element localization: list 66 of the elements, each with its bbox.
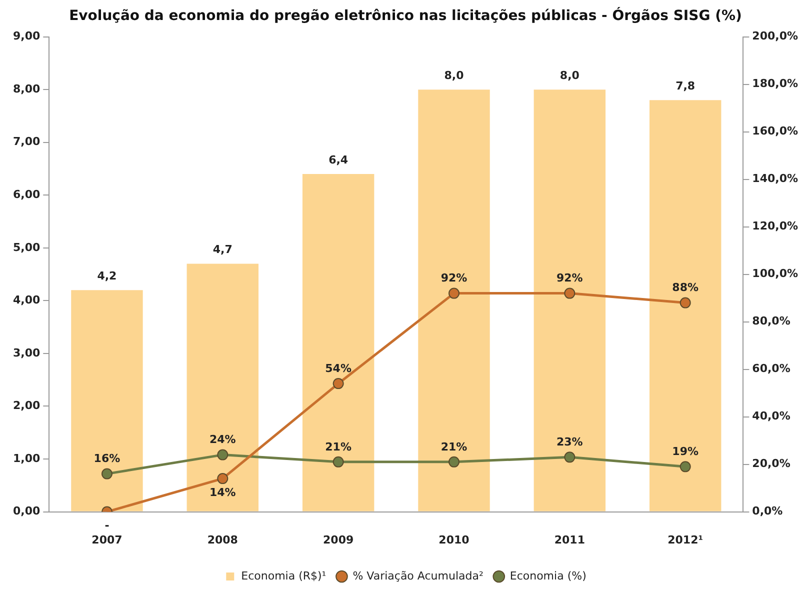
- y-tick-label: 0,00: [13, 504, 40, 518]
- legend-label: % Variação Acumulada²: [352, 569, 484, 582]
- bar: [71, 290, 143, 512]
- data-label: 92%: [556, 272, 583, 285]
- point: [332, 456, 344, 468]
- y2-tick-label: 100,0%: [752, 267, 798, 280]
- point: [564, 288, 576, 299]
- data-label: 4,2: [97, 269, 117, 282]
- y2-tick-label: 200,0%: [752, 30, 798, 43]
- point: [217, 449, 228, 460]
- point: [332, 378, 344, 390]
- x-tick-label: 2009: [323, 533, 354, 546]
- bar: [186, 264, 259, 512]
- y-tick-label: 7,00: [13, 135, 40, 148]
- data-label: 7,8: [676, 79, 696, 92]
- x-tick-label: 2008: [207, 533, 238, 546]
- y-tick-label: 8,00: [13, 82, 40, 96]
- point: [564, 452, 576, 463]
- legend-label: Economia (%): [510, 569, 586, 582]
- bar: [534, 90, 606, 512]
- y2-tick-label: 20,0%: [752, 457, 790, 470]
- x-tick-label: 2010: [438, 533, 470, 546]
- y-tick-label: 6,00: [13, 188, 40, 201]
- data-label: 23%: [556, 436, 583, 449]
- data-label: 8,0: [560, 68, 580, 82]
- y2-tick-label: 140,0%: [752, 172, 798, 186]
- bar: [418, 90, 490, 512]
- bar: [649, 100, 722, 512]
- y-tick-label: 1,00: [13, 452, 40, 465]
- x-tick-label: 2011: [554, 533, 585, 546]
- legend-label: Economia (R$)¹: [241, 569, 326, 582]
- data-label: 19%: [672, 445, 699, 458]
- y2-tick-label: 40,0%: [752, 410, 790, 423]
- data-label: 6,4: [328, 153, 348, 166]
- point: [680, 461, 691, 472]
- y-tick-label: 2,00: [13, 399, 40, 412]
- point: [448, 288, 460, 299]
- data-label: 21%: [440, 440, 468, 454]
- point: [448, 456, 460, 468]
- y-tick-label: 3,00: [13, 346, 40, 360]
- x-tick-label: 2007: [92, 533, 122, 546]
- point: [680, 297, 691, 308]
- data-label: 14%: [209, 486, 236, 499]
- y2-tick-label: 0,0%: [752, 504, 783, 518]
- data-label: 8,0: [444, 68, 464, 82]
- y2-tick-label: 160,0%: [752, 124, 798, 138]
- data-label: 21%: [325, 440, 352, 454]
- bar: [302, 174, 374, 512]
- chart-title: Evolução da economia do pregão eletrônico nas licitações públicas - Órgãos SISG (%): [69, 7, 742, 24]
- point: [101, 468, 112, 480]
- y2-tick-label: 80,0%: [752, 314, 790, 328]
- x-tick-label: 2012¹: [668, 533, 704, 546]
- data-label: -: [104, 519, 110, 532]
- data-label: 54%: [325, 362, 352, 375]
- data-label: 88%: [672, 281, 699, 294]
- y-tick-label: 5,00: [13, 240, 40, 254]
- point: [217, 473, 228, 484]
- y2-tick-label: 60,0%: [752, 362, 790, 376]
- y2-tick-label: 120,0%: [752, 220, 798, 233]
- y2-tick-label: 180,0%: [752, 77, 798, 90]
- data-label: 24%: [209, 433, 236, 446]
- data-label: 16%: [94, 452, 120, 466]
- y-tick-label: 9,00: [13, 30, 40, 43]
- y-tick-label: 4,00: [13, 294, 40, 307]
- data-label: 92%: [440, 272, 468, 285]
- data-label: 4,7: [212, 243, 232, 256]
